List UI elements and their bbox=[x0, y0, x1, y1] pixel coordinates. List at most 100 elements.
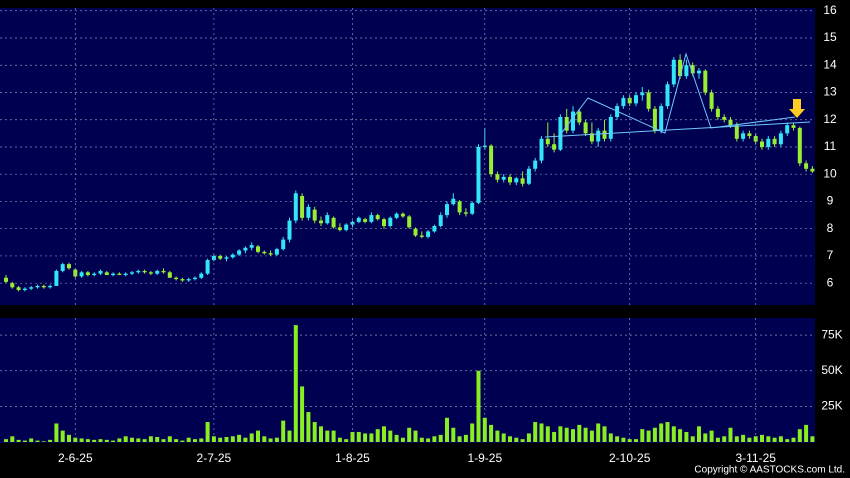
volume-bar bbox=[363, 433, 368, 442]
volume-bar bbox=[671, 426, 676, 442]
candle-body bbox=[67, 264, 71, 269]
volume-bar bbox=[520, 439, 525, 442]
y-tick-label: 14 bbox=[823, 57, 837, 71]
candle-body bbox=[438, 215, 443, 226]
candle-body bbox=[319, 220, 323, 224]
volume-bar bbox=[432, 436, 437, 442]
volume-bar bbox=[589, 430, 594, 442]
volume-bar bbox=[400, 437, 405, 442]
x-tick-label: 3-11-25 bbox=[735, 451, 776, 465]
volume-bar bbox=[583, 427, 588, 442]
candle-body bbox=[489, 145, 494, 175]
volume-bar bbox=[98, 439, 103, 442]
volume-bar bbox=[230, 436, 235, 442]
candle-body bbox=[331, 217, 336, 228]
candle-body bbox=[111, 273, 116, 276]
candle-body bbox=[281, 239, 286, 250]
volume-bar bbox=[684, 432, 689, 442]
volume-bar bbox=[10, 436, 15, 442]
volume-bar bbox=[388, 430, 393, 442]
volume-bar bbox=[16, 439, 21, 442]
candle-body bbox=[293, 193, 298, 221]
candle-body bbox=[778, 133, 783, 145]
y-tick-label: 13 bbox=[823, 85, 837, 99]
volume-bar bbox=[489, 424, 494, 442]
volume-bar bbox=[300, 386, 305, 442]
volume-bar bbox=[526, 433, 531, 442]
candle-body bbox=[728, 119, 733, 126]
volume-bar bbox=[785, 439, 790, 442]
volume-bar bbox=[142, 439, 147, 442]
volume-bar bbox=[35, 440, 40, 442]
volume-bar bbox=[419, 437, 424, 442]
candle-body bbox=[356, 217, 361, 222]
candle-body bbox=[571, 111, 575, 131]
candle-body bbox=[608, 116, 613, 139]
volume-bar bbox=[325, 430, 330, 442]
candle-body bbox=[205, 260, 210, 274]
y-tick-label: 25K bbox=[821, 399, 842, 413]
candle-body bbox=[268, 253, 273, 255]
candle-body bbox=[678, 59, 683, 77]
volume-bar bbox=[533, 422, 538, 442]
volume-bar bbox=[571, 429, 575, 442]
volume-bar bbox=[621, 437, 626, 442]
candle-body bbox=[54, 270, 59, 286]
volume-bar bbox=[615, 436, 620, 442]
x-tick-label: 1-8-25 bbox=[335, 451, 370, 465]
candle-body bbox=[325, 215, 330, 224]
candle-body bbox=[262, 251, 267, 254]
volume-bar bbox=[678, 429, 683, 442]
y-tick-label: 50K bbox=[821, 363, 842, 377]
volume-bar bbox=[760, 434, 764, 442]
candle-body bbox=[665, 84, 670, 107]
x-tick-label: 2-6-25 bbox=[58, 451, 93, 465]
volume-bar bbox=[382, 426, 386, 442]
y-tick-label: 9 bbox=[827, 194, 834, 208]
candle-body bbox=[533, 160, 538, 169]
volume-bar bbox=[161, 439, 166, 442]
volume-bar bbox=[457, 436, 462, 442]
volume-bar bbox=[4, 439, 8, 442]
candle-body bbox=[10, 283, 15, 288]
candle-body bbox=[256, 246, 260, 252]
volume-bar bbox=[256, 430, 260, 442]
volume-bar bbox=[337, 437, 342, 442]
volume-bar bbox=[697, 426, 701, 442]
candle-body bbox=[508, 176, 512, 183]
candle-body bbox=[400, 213, 405, 217]
candle-body bbox=[375, 215, 380, 220]
volume-bar bbox=[48, 439, 53, 442]
candle-body bbox=[552, 144, 557, 150]
candle-body bbox=[369, 215, 374, 222]
candle-body bbox=[671, 59, 676, 85]
volume-bar bbox=[564, 427, 569, 442]
volume-bar bbox=[54, 423, 59, 442]
volume-bar bbox=[426, 438, 431, 442]
volume-bar bbox=[243, 437, 248, 442]
volume-bar bbox=[476, 370, 481, 442]
volume-bar bbox=[665, 422, 670, 442]
candle-body bbox=[741, 133, 746, 139]
volume-bar bbox=[130, 437, 134, 442]
volume-bar bbox=[703, 433, 708, 442]
candle-body bbox=[627, 97, 632, 104]
volume-bar bbox=[174, 439, 179, 442]
y-tick-label: 6 bbox=[827, 275, 834, 289]
candle-body bbox=[29, 287, 34, 289]
candle-body bbox=[772, 138, 777, 145]
y-tick-label: 7 bbox=[827, 248, 834, 262]
candle-body bbox=[804, 163, 809, 169]
candle-body bbox=[715, 108, 720, 117]
candle-body bbox=[136, 270, 141, 273]
volume-bar bbox=[369, 433, 374, 442]
volume-bar bbox=[375, 429, 380, 442]
volume-bar bbox=[659, 423, 664, 442]
volume-bar bbox=[778, 436, 783, 442]
candle-body bbox=[432, 225, 437, 232]
candle-body bbox=[445, 204, 449, 216]
volume-bar bbox=[495, 430, 500, 442]
volume-bar bbox=[306, 412, 311, 442]
candle-body bbox=[363, 219, 368, 222]
